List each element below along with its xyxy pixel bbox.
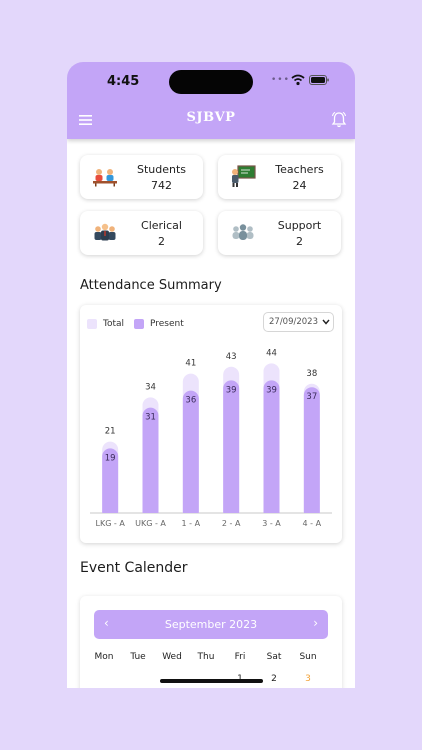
prev-month-button[interactable]: ‹ [104,616,109,630]
x-tick-label: 1 - A [182,519,201,528]
legend-present: Present [134,319,184,329]
attendance-title: Attendance Summary [80,278,222,293]
event-calendar: ‹ September 2023 › Mon Tue Wed Thu Fri Sat Sun… [80,596,342,688]
clerical-count: 2 [158,235,165,248]
students-count: 742 [151,179,172,192]
support-label: Support [277,219,322,232]
weekday-tue: Tue [130,652,146,662]
home-indicator [160,679,263,683]
teachers-count: 24 [292,179,307,192]
present-value-label: 31 [145,413,156,423]
present-value-label: 36 [185,396,196,406]
total-value-label: 41 [185,359,196,369]
app-screen: 4:45 ••• SJBVP [67,62,355,688]
present-bar [102,448,119,513]
present-bar [303,387,320,513]
attendance-chart: 21 19 LKG - A 34 31 UKG - A 41 36 1 - A 43 39 2 - A… [90,348,332,528]
calendar-month: September 2023 [164,618,258,631]
date-select[interactable]: 27/09/2023 [263,312,334,332]
calendar-header: ‹ September 2023 › [94,610,328,639]
students-label: Students [136,163,187,176]
legend-present-swatch [134,319,144,329]
app-title: SJBVP [186,110,236,125]
present-bar [142,407,159,513]
legend-present-label: Present [150,319,184,329]
present-bar [182,390,199,513]
dynamic-island [169,70,253,94]
weekday-mon: Mon [94,652,114,662]
support-card[interactable]: Support 2 [218,211,341,255]
weekday-wed: Wed [162,652,182,662]
calendar-day[interactable]: 3 [305,674,311,684]
chevron-down-icon [322,319,330,325]
present-bar [223,380,240,513]
legend-total: Total [87,319,124,329]
weekday-sun: Sun [299,652,317,662]
signal-icon: ••• [271,75,290,85]
teachers-card[interactable]: Teachers 24 [218,155,341,199]
legend-total-swatch [87,319,97,329]
present-bar [263,380,280,513]
total-value-label: 34 [145,382,156,392]
battery-icon [309,75,329,85]
total-value-label: 38 [306,369,317,379]
date-value: 27/09/2023 [269,317,318,327]
support-icon [232,224,254,240]
weekday-fri: Fri [234,652,246,662]
students-icon [93,169,117,187]
status-time: 4:45 [107,74,140,89]
weekday-sat: Sat [266,652,282,662]
x-tick-label: UKG - A [135,519,166,528]
wifi-icon [291,74,305,86]
x-tick-label: 3 - A [262,519,281,528]
clerical-label: Clerical [141,219,182,232]
clerical-card[interactable]: Clerical 2 [80,211,203,255]
present-value-label: 39 [266,385,277,395]
bell-icon[interactable] [331,111,347,128]
total-value-label: 21 [105,427,116,437]
present-value-label: 19 [105,453,116,463]
event-calendar-title: Event Calender [80,560,188,576]
x-tick-label: LKG - A [95,519,125,528]
menu-icon[interactable] [79,114,93,126]
total-value-label: 43 [226,352,237,362]
clerical-icon [94,223,116,241]
calendar-day[interactable]: 2 [271,674,277,684]
x-tick-label: 4 - A [303,519,322,528]
app-header: 4:45 ••• SJBVP [67,62,355,139]
legend-total-label: Total [103,319,125,329]
teachers-label: Teachers [275,163,324,176]
total-value-label: 44 [266,348,277,358]
present-value-label: 39 [226,385,237,395]
teacher-icon [232,165,256,187]
support-count: 2 [296,235,303,248]
present-value-label: 37 [306,392,317,402]
attendance-chart-card: Total Present 27/09/2023 21 19 LKG - A 34 31… [80,305,342,543]
x-tick-label: 2 - A [222,519,241,528]
students-card[interactable]: Students 742 [80,155,203,199]
next-month-button[interactable]: › [313,616,318,630]
weekday-thu: Thu [197,652,215,662]
